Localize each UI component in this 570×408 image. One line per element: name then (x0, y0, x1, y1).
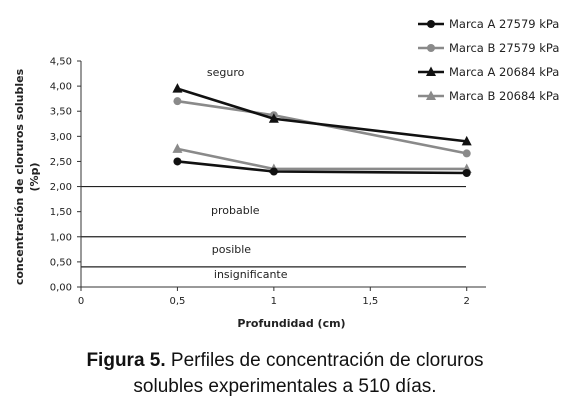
data-point-circle (173, 157, 182, 166)
y-tick-label: 2,50 (50, 157, 72, 168)
x-tick-label: 0,5 (169, 296, 185, 307)
zone-label-seguro: seguro (207, 66, 245, 79)
y-tick-label: 4,50 (50, 57, 72, 68)
data-point-triangle (461, 135, 472, 146)
x-axis-title: Profundidad (cm) (237, 317, 345, 330)
zone-label-probable: probable (211, 204, 260, 217)
figure-label: Figura 5. (86, 350, 166, 371)
y-tick-label: 1,50 (50, 207, 72, 218)
data-point-triangle (268, 113, 279, 123)
y-tick-label: 3,50 (50, 107, 72, 118)
line-chart: 0,000,501,001,502,002,503,003,504,004,50… (13, 17, 559, 330)
y-tick-label: 4,00 (50, 82, 72, 93)
y-axis-title: concentración de cloruros solubles (%p) (13, 68, 41, 285)
legend-label-2: Marca A 20684 kPa (449, 65, 559, 79)
legend-label-1: Marca B 27579 kPa (449, 41, 559, 55)
data-point-circle (269, 167, 278, 176)
x-tick-label: 1 (271, 296, 277, 307)
zone-label-posible: posible (212, 243, 252, 256)
figure-caption-text: Perfiles de concentración de cloruros (165, 350, 484, 371)
figure-caption-line2: solubles experimentales a 510 días. (133, 376, 437, 397)
zone-label-insignificante: insignificante (214, 268, 288, 281)
y-tick-label: 0,00 (50, 283, 72, 294)
x-tick-label: 0 (78, 296, 84, 307)
data-point-triangle (426, 90, 436, 100)
y-axis-title-line: concentración de cloruros solubles (13, 68, 26, 285)
y-tick-label: 2,00 (50, 182, 72, 193)
data-point-triangle (172, 83, 183, 93)
data-point-circle (427, 44, 435, 52)
legend-label-0: Marca A 27579 kPa (449, 17, 559, 31)
data-point-circle (462, 149, 471, 158)
data-point-circle (462, 168, 471, 177)
figure-caption-line1: Figura 5. Perfiles de concentración de c… (0, 350, 570, 372)
x-tick-label: 1,5 (362, 296, 378, 307)
data-point-circle (173, 97, 182, 106)
data-point-triangle (172, 143, 183, 153)
series-line-1 (177, 99, 467, 155)
series-line-0 (177, 160, 467, 175)
data-point-circle (427, 20, 435, 28)
x-tick-label: 2 (464, 296, 470, 307)
y-tick-label: 1,00 (50, 232, 72, 243)
y-tick-label: 0,50 (50, 257, 72, 268)
y-axis-title-line: (%p) (28, 163, 41, 192)
y-tick-label: 3,00 (50, 132, 72, 143)
data-point-triangle (426, 66, 436, 76)
legend-label-3: Marca B 20684 kPa (449, 89, 559, 103)
